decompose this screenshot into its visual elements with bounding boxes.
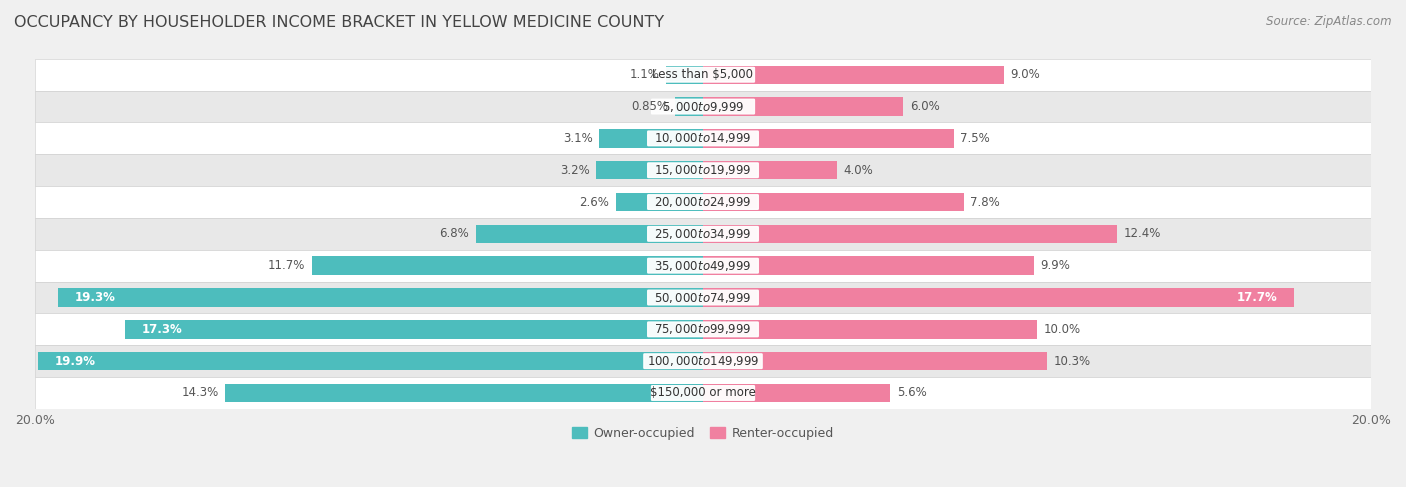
Bar (703, 161, 837, 179)
Bar (35, 218, 1371, 250)
Text: 3.2%: 3.2% (560, 164, 589, 177)
Bar (38, 352, 703, 371)
Text: Less than $5,000: Less than $5,000 (652, 68, 754, 81)
FancyBboxPatch shape (648, 322, 758, 337)
Text: 2.6%: 2.6% (579, 196, 609, 208)
Legend: Owner-occupied, Renter-occupied: Owner-occupied, Renter-occupied (568, 422, 838, 445)
FancyBboxPatch shape (648, 163, 758, 177)
Bar (35, 377, 1371, 409)
Text: 3.1%: 3.1% (562, 132, 593, 145)
Bar (675, 97, 703, 116)
Bar (703, 288, 1295, 307)
FancyBboxPatch shape (651, 68, 755, 82)
Text: 0.85%: 0.85% (631, 100, 668, 113)
Bar (35, 59, 1371, 91)
FancyBboxPatch shape (651, 99, 755, 114)
Bar (703, 97, 904, 116)
FancyBboxPatch shape (648, 195, 758, 209)
Bar (125, 320, 703, 338)
Text: 9.0%: 9.0% (1011, 68, 1040, 81)
Text: $5,000 to $9,999: $5,000 to $9,999 (662, 99, 744, 113)
Bar (616, 193, 703, 211)
FancyBboxPatch shape (648, 290, 758, 305)
FancyBboxPatch shape (651, 386, 755, 400)
Bar (599, 129, 703, 148)
Bar (35, 281, 1371, 314)
Text: $15,000 to $19,999: $15,000 to $19,999 (654, 163, 752, 177)
FancyBboxPatch shape (648, 259, 758, 273)
Bar (703, 225, 1118, 243)
Text: $50,000 to $74,999: $50,000 to $74,999 (654, 291, 752, 304)
Text: 17.3%: 17.3% (142, 323, 183, 336)
Bar (312, 257, 703, 275)
Text: 7.5%: 7.5% (960, 132, 990, 145)
Bar (703, 352, 1047, 371)
Bar (703, 66, 1004, 84)
Bar (58, 288, 703, 307)
Text: 11.7%: 11.7% (269, 259, 305, 272)
Text: 9.9%: 9.9% (1040, 259, 1070, 272)
Text: 4.0%: 4.0% (844, 164, 873, 177)
Bar (596, 161, 703, 179)
Bar (703, 320, 1038, 338)
Text: 19.9%: 19.9% (55, 355, 96, 368)
Bar (35, 91, 1371, 122)
Text: 1.1%: 1.1% (630, 68, 659, 81)
FancyBboxPatch shape (644, 354, 762, 369)
Bar (703, 129, 953, 148)
Bar (35, 154, 1371, 186)
Text: $150,000 or more: $150,000 or more (650, 387, 756, 399)
Bar (35, 314, 1371, 345)
Bar (225, 384, 703, 402)
Text: 10.3%: 10.3% (1053, 355, 1091, 368)
Text: $35,000 to $49,999: $35,000 to $49,999 (654, 259, 752, 273)
Text: $100,000 to $149,999: $100,000 to $149,999 (647, 354, 759, 368)
Bar (35, 122, 1371, 154)
Text: 7.8%: 7.8% (970, 196, 1000, 208)
Text: 19.3%: 19.3% (75, 291, 115, 304)
Text: 6.0%: 6.0% (910, 100, 939, 113)
Text: 10.0%: 10.0% (1043, 323, 1081, 336)
Text: 14.3%: 14.3% (181, 387, 219, 399)
Bar (703, 384, 890, 402)
Bar (666, 66, 703, 84)
FancyBboxPatch shape (648, 131, 758, 146)
Text: $10,000 to $14,999: $10,000 to $14,999 (654, 131, 752, 146)
Text: 17.7%: 17.7% (1237, 291, 1278, 304)
Bar (703, 257, 1033, 275)
Text: OCCUPANCY BY HOUSEHOLDER INCOME BRACKET IN YELLOW MEDICINE COUNTY: OCCUPANCY BY HOUSEHOLDER INCOME BRACKET … (14, 15, 664, 30)
Bar (35, 186, 1371, 218)
FancyBboxPatch shape (648, 226, 758, 241)
Text: 12.4%: 12.4% (1123, 227, 1161, 241)
Bar (35, 250, 1371, 281)
Text: $75,000 to $99,999: $75,000 to $99,999 (654, 322, 752, 337)
Text: $25,000 to $34,999: $25,000 to $34,999 (654, 227, 752, 241)
Text: 6.8%: 6.8% (440, 227, 470, 241)
Text: 5.6%: 5.6% (897, 387, 927, 399)
Bar (475, 225, 703, 243)
Text: Source: ZipAtlas.com: Source: ZipAtlas.com (1267, 15, 1392, 28)
Text: $20,000 to $24,999: $20,000 to $24,999 (654, 195, 752, 209)
Bar (703, 193, 963, 211)
Bar (35, 345, 1371, 377)
